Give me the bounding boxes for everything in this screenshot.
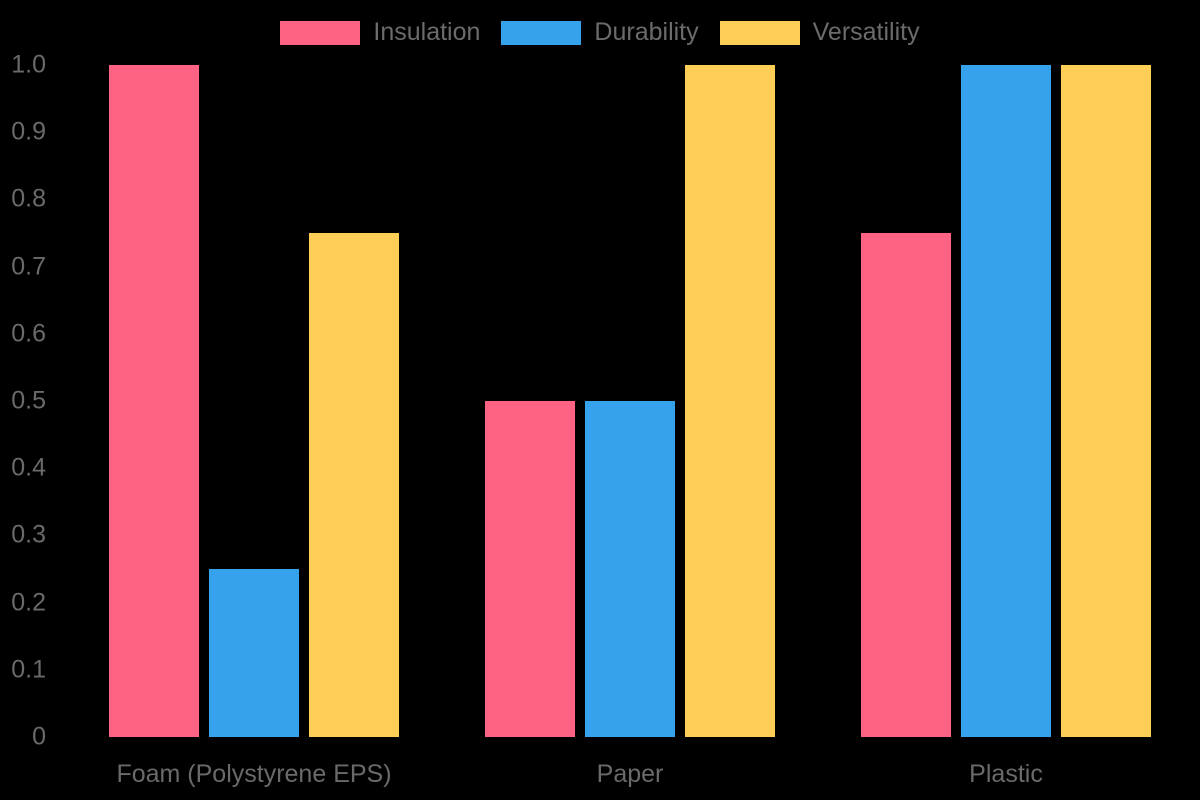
x-tick-label: Foam (Polystyrene EPS) — [116, 760, 392, 788]
legend-label: Durability — [594, 18, 699, 46]
x-tick-label: Paper — [596, 760, 664, 788]
legend-item-versatility[interactable]: Versatility — [719, 18, 920, 46]
bar-insulation-0 — [109, 65, 199, 737]
bar-versatility-2 — [1061, 65, 1151, 737]
y-tick-label: 0 — [32, 722, 46, 751]
x-tick-label: Plastic — [969, 760, 1043, 788]
bar-insulation-1 — [485, 401, 575, 737]
y-tick-label: 1.0 — [11, 50, 46, 79]
y-tick-label: 0.1 — [11, 655, 46, 684]
legend-label: Versatility — [812, 18, 920, 46]
legend-item-insulation[interactable]: Insulation — [280, 20, 480, 45]
bar-durability-0 — [209, 569, 299, 737]
bar-versatility-1 — [685, 65, 775, 737]
bar-group-1 — [442, 65, 818, 737]
y-axis: 0 0.1 0.2 0.3 0.4 0.5 0.6 0.7 0.8 0.9 1.0 — [0, 0, 46, 800]
bar-durability-1 — [585, 401, 675, 737]
bar-group-2 — [818, 65, 1194, 737]
bar-group-0 — [66, 65, 442, 737]
legend-swatch-icon — [501, 20, 582, 45]
legend-item-durability[interactable]: Durability — [501, 18, 699, 46]
y-tick-label: 0.7 — [11, 252, 46, 281]
y-tick-label: 0.5 — [11, 386, 46, 415]
plot-area — [66, 65, 1194, 737]
bar-durability-2 — [961, 65, 1051, 737]
bar-insulation-2 — [861, 233, 951, 737]
legend-swatch-icon — [719, 20, 800, 45]
bar-versatility-0 — [309, 233, 399, 737]
y-tick-label: 0.4 — [11, 453, 46, 482]
chart-legend: Insulation Durability Versatility — [0, 20, 1200, 45]
y-tick-label: 0.8 — [11, 184, 46, 213]
y-tick-label: 0.9 — [11, 117, 46, 146]
legend-label: Insulation — [373, 18, 481, 46]
y-tick-label: 0.6 — [11, 319, 46, 348]
legend-swatch-icon — [280, 20, 361, 45]
y-tick-label: 0.3 — [11, 520, 46, 549]
y-tick-label: 0.2 — [11, 588, 46, 617]
